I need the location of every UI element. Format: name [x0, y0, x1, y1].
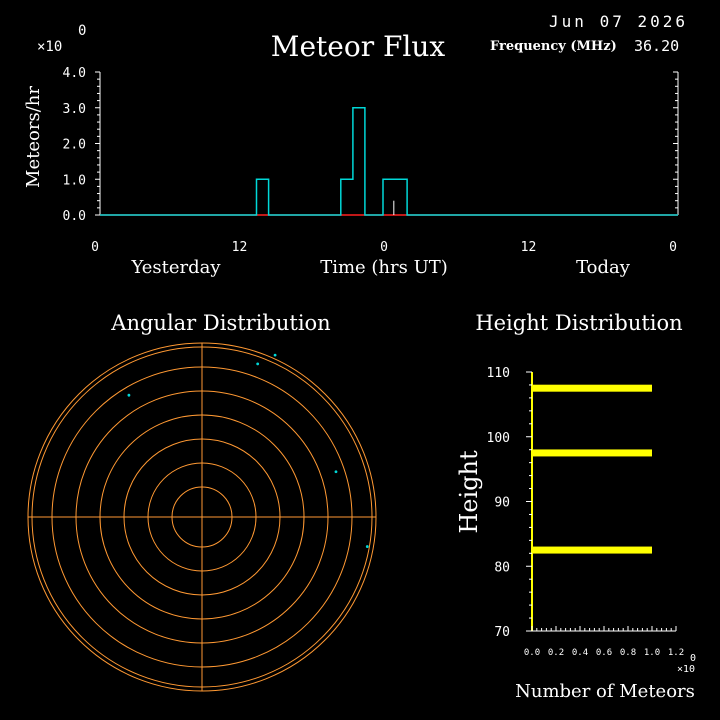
flux-x-tick-label: 0 — [380, 240, 388, 255]
height-title: Height Distribution — [475, 311, 682, 335]
flux-day-label-today: Today — [576, 257, 631, 278]
flux-series-line — [100, 107, 678, 216]
flux-x-axis-label: Time (hrs UT) — [320, 257, 448, 278]
height-x-tick-label: 0.6 — [596, 648, 612, 658]
height-y-tick-label: 100 — [487, 431, 510, 446]
height-distribution-chart: Height Distribution Height Number of Met… — [455, 311, 696, 702]
chart-title: Meteor Flux — [271, 30, 446, 63]
height-y-tick-label: 70 — [494, 625, 510, 640]
angular-meteor-point — [365, 545, 369, 548]
flux-y-tick-label: 2.0 — [63, 138, 86, 153]
flux-x-tick-label: 0 — [669, 240, 677, 255]
angular-distribution-chart: Angular Distribution — [27, 311, 377, 692]
height-x-tick-label: 0.0 — [524, 648, 540, 658]
angular-meteor-point — [273, 353, 277, 357]
height-bar — [532, 384, 652, 392]
flux-exponent-power: 0 — [78, 23, 86, 39]
flux-y-tick-label: 3.0 — [63, 102, 86, 117]
flux-y-axis-label: Meteors/hr — [23, 86, 44, 188]
flux-x-tick-label: 12 — [232, 240, 248, 255]
height-bar — [532, 449, 652, 457]
flux-x-tick-label: 0 — [91, 240, 99, 255]
flux-x-tick-label: 12 — [521, 240, 537, 255]
flux-day-label-yesterday: Yesterday — [130, 257, 221, 278]
height-x-axis-label: Number of Meteors — [515, 681, 695, 702]
angular-meteor-point — [334, 470, 338, 474]
flux-chart: Meteors/hr Time (hrs UT) Yesterday Today… — [23, 66, 679, 278]
flux-y-tick-label: 0.0 — [63, 209, 86, 224]
angular-meteor-point — [256, 362, 260, 366]
height-x-tick-label: 0.8 — [620, 648, 636, 658]
angular-meteor-point — [127, 393, 131, 397]
date-label: Jun 07 2026 — [549, 12, 688, 31]
height-y-tick-label: 110 — [487, 366, 510, 381]
frequency-value: 36.20 — [634, 37, 679, 55]
height-x-tick-label: 1.0 — [644, 648, 660, 658]
height-x-tick-label: 0.4 — [572, 648, 588, 658]
height-x-tick-label: 0.2 — [548, 648, 564, 658]
height-x-exponent-base: ×10 — [677, 664, 695, 675]
height-y-tick-label: 80 — [494, 560, 510, 575]
angular-title: Angular Distribution — [110, 311, 330, 335]
flux-y-tick-label: 4.0 — [63, 66, 86, 81]
flux-exponent-base: ×10 — [37, 39, 62, 55]
flux-y-tick-label: 1.0 — [63, 173, 86, 188]
height-x-exponent-power: 0 — [690, 653, 696, 664]
frequency-label: Frequency (MHz) — [490, 39, 617, 54]
height-x-tick-label: 1.2 — [668, 648, 684, 658]
height-y-axis-label: Height — [455, 450, 483, 534]
height-y-tick-label: 90 — [494, 496, 510, 511]
height-bar — [532, 546, 652, 554]
